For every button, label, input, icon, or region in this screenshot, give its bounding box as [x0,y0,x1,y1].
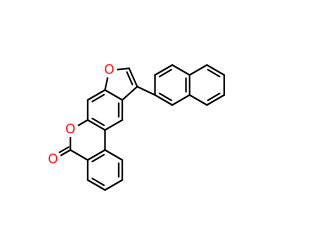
bond [121,85,138,101]
bond [154,94,174,106]
bond [69,119,89,131]
bond [158,92,173,102]
page: {"atom_labels": ["O", "O", "O"]} O O O (… [47,62,225,191]
carbonyl-oxygen: O [48,153,58,168]
bonds [50,64,225,191]
bond [206,64,225,76]
bond [188,64,208,76]
bond [136,85,156,96]
bond [104,149,124,161]
bond [86,119,106,131]
bond [207,68,221,78]
bond [128,67,138,88]
bond [50,146,70,158]
bond [86,149,106,161]
bond [126,71,134,86]
bond [91,117,105,127]
bond [91,153,105,163]
bond [171,64,191,76]
furan-oxygen: O [104,63,114,78]
bond [207,92,221,102]
bond [69,149,89,161]
bond [86,179,106,191]
bond [104,179,124,191]
bond [104,119,124,131]
bond [104,69,110,91]
bond [154,64,174,76]
lactone-oxygen: O [65,123,75,138]
bond [108,67,130,72]
bond [188,94,208,106]
bond [171,94,191,106]
bond [158,68,173,78]
bond [206,94,225,106]
bond [86,89,106,101]
bond [91,93,105,103]
bond [104,89,124,101]
molecule-diagram: O O O [47,62,225,191]
bond [52,149,72,161]
bond [91,177,105,187]
